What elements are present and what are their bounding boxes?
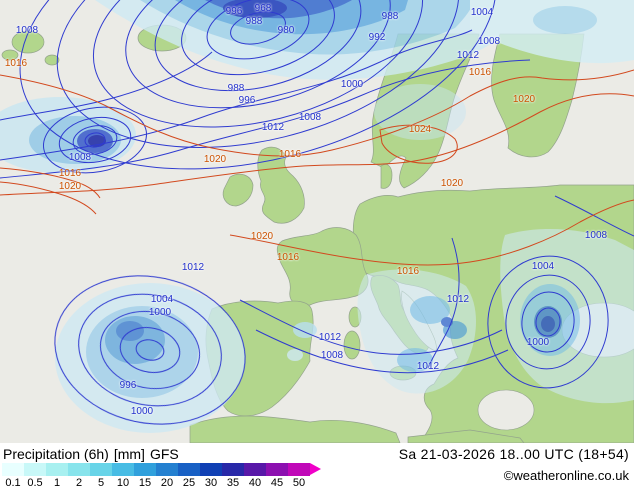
scale-tick-label: 30: [204, 477, 218, 489]
scale-tick-label: 1: [53, 477, 61, 489]
scale-tick-label: 0.5: [27, 477, 43, 489]
map-area: 1008 996 968 980 988 988 992 1000 1004 1008 1012 98…: [0, 0, 634, 443]
scale-segment: [68, 463, 90, 476]
scale-segment: [112, 463, 134, 476]
scale-tick-label: 35: [226, 477, 240, 489]
scale-tick-label: 2: [75, 477, 83, 489]
europe-weather-map: [0, 0, 634, 443]
scale-arrow: [310, 463, 321, 475]
scale-segment: [222, 463, 244, 476]
scale-segment: [24, 463, 46, 476]
forecast-datetime: Sa 21-03-2026 18..00 UTC (18+54): [398, 446, 629, 462]
scale-tick-label: 40: [248, 477, 262, 489]
scale-tick-label: 45: [270, 477, 284, 489]
copyright-text: ©weatheronline.co.uk: [503, 468, 629, 483]
scale-segment: [90, 463, 112, 476]
scale-tick-label: 50: [292, 477, 306, 489]
scale-tick-labels: 0.1 0.5 1 2 5 10 15 20 25 30 35 40 45 50: [2, 477, 310, 489]
scale-tick-label: 5: [97, 477, 105, 489]
scale-tick-label: 20: [160, 477, 174, 489]
product-label: Precipitation (6h): [3, 446, 109, 462]
footer-bar: Precipitation (6h) [mm] GFS Sa 21-03-2026 …: [0, 443, 634, 490]
scale-segment: [244, 463, 266, 476]
scale-segment: [200, 463, 222, 476]
scale-segment: [288, 463, 310, 476]
scale-segment: [266, 463, 288, 476]
product-title: Precipitation (6h) [mm] GFS: [3, 446, 184, 462]
unit-label: [mm]: [113, 446, 145, 462]
scale-segment: [134, 463, 156, 476]
scale-tick-label: 0.1: [5, 477, 21, 489]
scale-segment: [178, 463, 200, 476]
model-label: GFS: [149, 446, 179, 462]
precipitation-scale-bar: [2, 463, 310, 476]
scale-tick-label: 10: [116, 477, 130, 489]
scale-segment: [2, 463, 24, 476]
scale-tick-label: 25: [182, 477, 196, 489]
scale-tick-label: 15: [138, 477, 152, 489]
contours-red: [0, 69, 634, 266]
scale-segment: [46, 463, 68, 476]
scale-segment: [156, 463, 178, 476]
